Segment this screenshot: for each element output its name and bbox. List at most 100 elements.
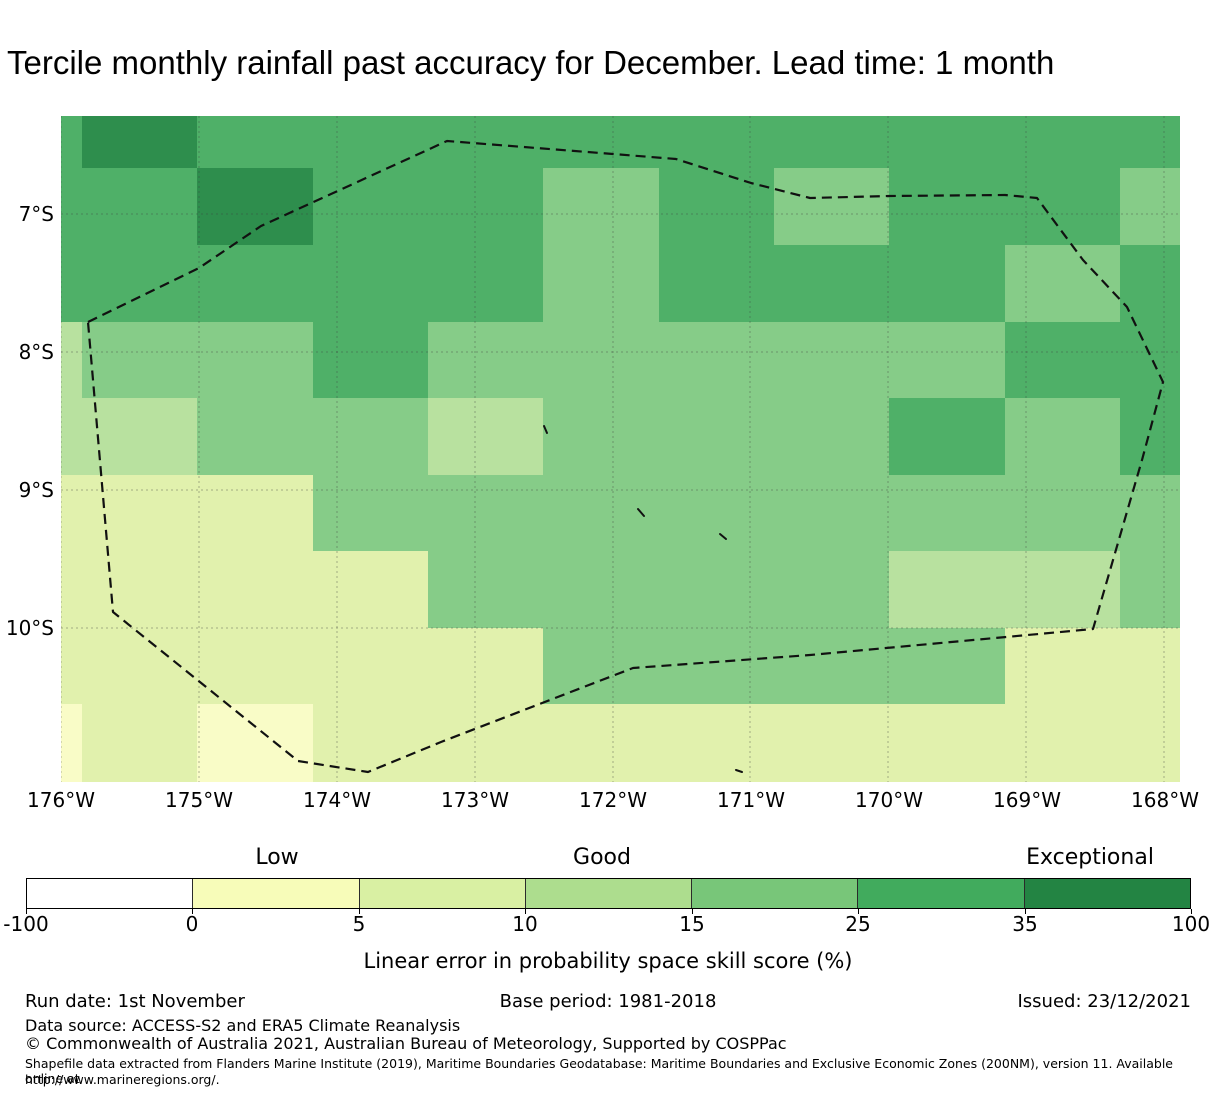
map-cell [61,245,82,322]
shapefile-url-text: http://www.marineregions.org/. [25,1072,220,1087]
map-cell [774,704,889,782]
eez-boundary-line [86,139,1165,774]
map-cell [61,116,82,168]
map-cell [774,475,889,551]
x-axis-label: 171°W [717,788,785,812]
y-axis-label: 7°S [18,202,54,226]
map-cell [889,398,1005,475]
map-cell [82,322,197,398]
colorbar-segment [524,879,692,908]
colorbar-tick-label: 25 [845,912,871,936]
map-cell [61,704,82,782]
map-cell [543,551,659,628]
colorbar-tick [1025,909,1026,914]
island-mark [543,425,548,434]
colorbar-tier-label-low: Low [255,845,299,870]
map-cell [313,628,428,704]
map-cell [313,475,428,551]
map-cell [543,245,659,322]
map-cell [197,398,313,475]
colorbar-segment [691,879,858,908]
map-cell [313,322,428,398]
map-cell [313,245,428,322]
map-cell [1005,551,1120,628]
colorbar-tick-label: 15 [679,912,705,936]
colorbar-tick-label: 5 [352,912,366,936]
map-cell [197,551,313,628]
map-cell [313,551,428,628]
colorbar-segment [27,879,193,908]
map-cell [659,168,774,245]
colorbar-segment [358,879,525,908]
map-cell [197,116,313,168]
map-cell [428,245,543,322]
map-cell [428,475,543,551]
copyright-text: © Commonwealth of Australia 2021, Austra… [25,1034,787,1053]
map-cell [82,168,197,245]
x-axis-label: 168°W [1131,788,1199,812]
map-cell [1120,398,1180,475]
map-cell [659,398,774,475]
map-cell [889,704,1005,782]
map-cell [1120,551,1180,628]
map-cell [1005,475,1120,551]
map-cell [543,168,659,245]
map-cell [197,245,313,322]
island-mark [719,533,727,540]
map-cell [774,398,889,475]
map-cell [659,245,774,322]
colorbar-tick-label: 0 [185,912,199,936]
map-cell [543,475,659,551]
map-cell [1120,704,1180,782]
run-date-text: Run date: 1st November [25,991,245,1012]
map-cell [889,322,1005,398]
x-axis-label: 174°W [303,788,371,812]
map-cell [1005,245,1120,322]
map-cell [889,245,1005,322]
colorbar-segment [1023,879,1190,908]
colorbar-tier-label-exceptional: Exceptional [1026,845,1154,870]
colorbar-tick [359,909,360,914]
map-cell [543,398,659,475]
x-axis: 176°W 175°W 174°W 173°W 172°W 171°W 170°W 169°W… [0,788,1215,814]
map-cell [889,475,1005,551]
colorbar-tick-label: -100 [3,912,49,936]
x-axis-label: 175°W [165,788,233,812]
page-title: Tercile monthly rainfall past accuracy f… [7,44,1055,81]
map-cell [774,168,889,245]
map-cell [82,704,197,782]
map-cell [659,628,774,704]
map-cell [1120,168,1180,245]
map-cell [889,116,1005,168]
colorbar-tick-label: 35 [1012,912,1038,936]
map-cell [61,168,82,245]
x-axis-label: 170°W [855,788,923,812]
map-cell [61,322,82,398]
y-axis-label: 8°S [18,340,54,364]
map-cell [197,704,313,782]
map-cell [543,628,659,704]
map-cell [543,322,659,398]
map-cell [889,551,1005,628]
base-period-text: Base period: 1981-2018 [499,991,717,1012]
map-cell [313,704,428,782]
map-cell [61,628,82,704]
map-cell [659,704,774,782]
map-cell [1005,322,1120,398]
y-axis-label: 10°S [5,616,54,640]
map-cell [197,475,313,551]
map-cell [659,116,774,168]
map-cell [428,628,543,704]
map-cell [61,398,82,475]
island-mark [637,508,645,517]
map-cell [889,628,1005,704]
map-cell [61,475,82,551]
colorbar-tick [692,909,693,914]
colorbar-tier-label-good: Good [573,845,631,870]
colorbar-tick [858,909,859,914]
map-cell [82,475,197,551]
colorbar-tick [192,909,193,914]
map-cell [428,322,543,398]
map-cell [313,116,428,168]
